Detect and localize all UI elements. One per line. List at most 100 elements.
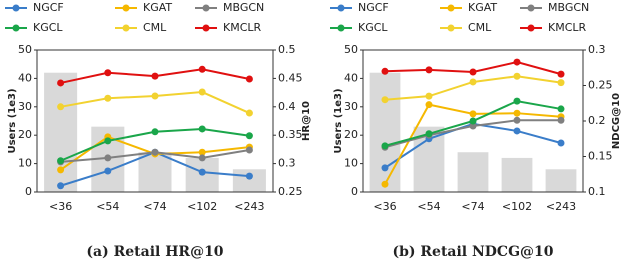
- series-marker: [245, 132, 253, 140]
- series-marker: [104, 154, 112, 162]
- y2-tick-label: 0.45: [278, 71, 303, 84]
- legend-marker: [202, 4, 210, 12]
- y-tick-label: 50: [344, 43, 358, 56]
- x-tick-label: <243: [546, 200, 576, 213]
- legend-marker: [202, 24, 210, 32]
- legend-label: NGCF: [358, 1, 389, 14]
- series-marker: [469, 117, 477, 125]
- x-tick-label: <243: [234, 200, 264, 213]
- x-tick-label: <54: [417, 200, 440, 213]
- legend-label: KMCLR: [223, 21, 262, 34]
- x-tick-label: <74: [143, 200, 166, 213]
- series-marker: [513, 97, 521, 105]
- series-marker: [151, 148, 159, 156]
- y-tick-label: 30: [344, 100, 358, 113]
- series-marker: [425, 66, 433, 74]
- series-marker: [381, 180, 389, 188]
- series-marker: [425, 101, 433, 109]
- series-marker: [425, 130, 433, 138]
- series-marker: [245, 146, 253, 154]
- series-marker: [425, 92, 433, 100]
- y-axis-label: Users (1e3): [333, 88, 344, 153]
- series-marker: [151, 128, 159, 136]
- caption: (a) Retail HR@10: [86, 244, 223, 260]
- y-tick-label: 40: [18, 71, 32, 84]
- legend-label: KGCL: [358, 21, 388, 34]
- bar: [138, 152, 172, 192]
- series-marker: [381, 164, 389, 172]
- y-tick-label: 40: [344, 71, 358, 84]
- legend-marker: [447, 4, 455, 12]
- series-marker: [513, 109, 521, 117]
- series-marker: [557, 79, 565, 87]
- series-marker: [198, 88, 206, 96]
- series-marker: [104, 137, 112, 145]
- y2-tick-label: 0.4: [278, 100, 296, 113]
- legend-marker: [122, 24, 130, 32]
- y-axis-label: Users (1e3): [7, 88, 18, 153]
- bar: [545, 169, 577, 192]
- legend-label: KGCL: [33, 21, 63, 34]
- legend-label: KMCLR: [548, 21, 587, 34]
- series-marker: [104, 69, 112, 77]
- series-marker: [57, 79, 65, 87]
- y2-tick-label: 0.5: [278, 43, 296, 56]
- legend-label: KGAT: [143, 1, 172, 14]
- y-tick-label: 20: [344, 128, 358, 141]
- y2-tick-label: 0.3: [588, 43, 606, 56]
- series-marker: [198, 148, 206, 156]
- series-marker: [513, 58, 521, 66]
- series-marker: [57, 157, 65, 165]
- bar: [457, 152, 489, 192]
- series-marker: [198, 154, 206, 162]
- legend-marker: [337, 24, 345, 32]
- series-marker: [381, 142, 389, 150]
- series-marker: [381, 96, 389, 104]
- y-tick-label: 0: [25, 185, 32, 198]
- x-tick-label: <74: [461, 200, 484, 213]
- series-marker: [513, 127, 521, 135]
- series-marker: [245, 109, 253, 117]
- series-marker: [198, 125, 206, 133]
- series-marker: [104, 94, 112, 102]
- legend-label: MBGCN: [548, 1, 589, 14]
- legend-marker: [447, 24, 455, 32]
- x-tick-label: <36: [49, 200, 72, 213]
- y-tick-label: 30: [18, 100, 32, 113]
- legend-label: MBGCN: [223, 1, 264, 14]
- caption: (b) Retail NDCG@10: [392, 244, 553, 260]
- y2-tick-label: 0.1: [588, 185, 606, 198]
- legend-marker: [12, 4, 20, 12]
- x-tick-label: <102: [187, 200, 217, 213]
- series-marker: [198, 65, 206, 73]
- bar: [369, 72, 401, 192]
- series-marker: [513, 72, 521, 80]
- series-marker: [513, 116, 521, 124]
- y2-axis-label: NDCG@10: [611, 93, 622, 149]
- x-tick-label: <54: [96, 200, 119, 213]
- legend-marker: [527, 4, 535, 12]
- bar: [44, 72, 78, 192]
- series-marker: [198, 168, 206, 176]
- y2-tick-label: 0.35: [278, 128, 303, 141]
- series-marker: [557, 70, 565, 78]
- legend-label: NGCF: [33, 1, 64, 14]
- series-marker: [469, 110, 477, 118]
- series-marker: [245, 75, 253, 83]
- x-tick-label: <36: [373, 200, 396, 213]
- y2-tick-label: 0.3: [278, 157, 296, 170]
- y-tick-label: 0: [351, 185, 358, 198]
- y2-tick-label: 0.25: [588, 79, 613, 92]
- y-tick-label: 50: [18, 43, 32, 56]
- y2-tick-label: 0.15: [588, 150, 613, 163]
- y2-tick-label: 0.2: [588, 114, 606, 127]
- series-marker: [57, 103, 65, 111]
- series-marker: [381, 67, 389, 75]
- series-marker: [104, 167, 112, 175]
- plot-frame: [36, 49, 274, 193]
- series-marker: [557, 139, 565, 147]
- legend-label: CML: [468, 21, 492, 34]
- series-marker: [151, 72, 159, 80]
- y2-axis-label: HR@10: [301, 101, 312, 141]
